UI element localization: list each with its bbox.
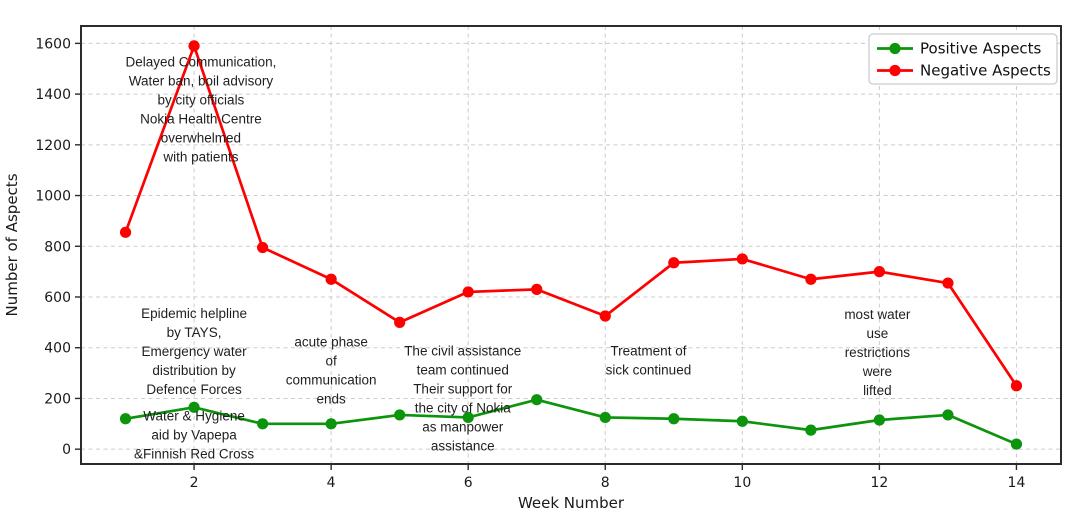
negative-line <box>124 44 1018 387</box>
grid-lines <box>81 26 1061 464</box>
annotation-line: use <box>866 326 888 341</box>
annotation-4: The civil assistance team continued Their … <box>404 343 521 453</box>
positive-marker <box>531 394 543 406</box>
negative-marker <box>394 316 406 328</box>
annotation-line: Emergency water <box>142 344 248 359</box>
positive-marker <box>736 415 748 427</box>
annotation-6: most water use restrictions were lifted <box>844 307 911 398</box>
positive-marker <box>188 401 200 413</box>
negative-marker <box>599 310 611 322</box>
annotation-line: Delayed Communication, <box>126 54 277 69</box>
positive-marker <box>119 413 132 425</box>
annotation-line: with patients <box>162 149 238 164</box>
y-tick-label: 600 <box>44 290 71 306</box>
y-tick-label: 800 <box>44 239 71 255</box>
y-tick-label: 1600 <box>35 36 71 52</box>
positive-marker <box>1010 438 1023 450</box>
negative-marker <box>805 273 817 285</box>
positive-marker <box>873 414 885 426</box>
annotation-line: communication <box>286 373 377 388</box>
annotation-0: Delayed Communication, Water ban, boil ad… <box>126 54 277 164</box>
annotation-line: Treatment of <box>610 343 686 358</box>
y-tick-label: 1400 <box>35 87 71 103</box>
annotation-line: the city of Nokia <box>415 400 512 415</box>
legend-positive-marker <box>889 42 901 55</box>
legend-negative-label: Negative Aspects <box>920 62 1051 80</box>
annotation-line: &Finnish Red Cross <box>134 447 254 462</box>
annotation-line: lifted <box>863 383 892 398</box>
annotation-line: aid by Vapepa <box>151 428 237 443</box>
y-tick-label: 1000 <box>35 189 71 205</box>
axis-ticks: 2 4 6 8 10 12 14 0 200 400 600 800 1000 1200 1400 1600 <box>35 36 1025 491</box>
negative-marker <box>1010 380 1023 392</box>
positive-marker <box>805 424 817 436</box>
series-positive <box>119 394 1023 450</box>
x-tick-label: 12 <box>870 475 888 491</box>
negative-marker <box>531 283 543 295</box>
annotation-line: distribution by <box>152 363 236 378</box>
x-tick-label: 8 <box>601 475 610 491</box>
annotation-1: Epidemic helpline by TAYS, Emergency water… <box>141 306 247 397</box>
positive-marker <box>394 409 406 421</box>
annotation-line: by TAYS, <box>167 325 222 340</box>
positive-marker <box>325 418 337 430</box>
annotation-line: of <box>326 354 338 369</box>
annotation-line: team continued <box>417 362 509 377</box>
legend-box <box>868 33 1058 85</box>
positive-marker <box>462 411 474 424</box>
annotation-2: Water & Hygiene aid by Vapepa &Finnish Red… <box>134 409 254 462</box>
negative-marker <box>325 273 337 285</box>
positive-line <box>125 398 1017 446</box>
annotation-line: most water <box>844 307 911 322</box>
positive-marker <box>257 418 269 430</box>
annotation-line: Nokia Health Centre <box>140 111 262 126</box>
x-tick-label: 6 <box>464 475 473 491</box>
x-tick-label: 4 <box>327 475 336 491</box>
x-tick-label: 10 <box>733 475 751 491</box>
negative-marker <box>119 226 132 238</box>
annotation-line: acute phase <box>294 335 368 350</box>
annotation-line: by city officials <box>158 92 245 107</box>
annotation-line: Defence Forces <box>146 382 242 397</box>
annotation-line: ends <box>316 392 346 407</box>
negative-marker <box>873 266 885 278</box>
annotation-line: overwhelmed <box>161 130 241 145</box>
annotation-line: Their support for <box>413 381 513 396</box>
negative-marker <box>462 286 474 298</box>
y-tick-label: 200 <box>44 391 71 407</box>
plot-border <box>80 25 1062 465</box>
annotation-line: Epidemic helpline <box>141 306 247 321</box>
x-tick-label: 2 <box>190 475 199 491</box>
negative-marker <box>188 40 200 52</box>
negative-marker <box>736 253 748 265</box>
positive-marker <box>668 413 680 425</box>
negative-marker <box>668 257 680 269</box>
annotation-5: Treatment of sick continued <box>606 343 692 377</box>
legend-negative-marker <box>889 64 901 77</box>
annotation-line: assistance <box>431 438 495 453</box>
annotation-line: restrictions <box>845 345 911 360</box>
y-tick-label: 0 <box>62 442 71 458</box>
annotation-line: sick continued <box>606 362 692 377</box>
annotation-line: were <box>862 364 892 379</box>
x-tick-label: 14 <box>1008 475 1026 491</box>
annotation-line: Water ban, boil advisory <box>129 73 274 88</box>
annotation-line: as manpower <box>422 419 504 434</box>
legend: Positive Aspects Negative Aspects <box>868 33 1058 85</box>
y-tick-label: 400 <box>44 341 71 357</box>
positive-marker <box>599 411 611 424</box>
annotation-3: acute phase of communication ends <box>286 335 377 407</box>
negative-marker <box>942 277 954 289</box>
y-tick-label: 1200 <box>35 138 71 154</box>
legend-positive-label: Positive Aspects <box>920 40 1042 58</box>
annotation-line: The civil assistance <box>404 343 521 358</box>
negative-marker <box>257 241 269 254</box>
y-axis-label: Number of Aspects <box>3 173 21 316</box>
annotation-line: Water & Hygiene <box>143 409 245 424</box>
series-negative <box>119 40 1023 392</box>
x-axis-label: Week Number <box>518 494 625 512</box>
positive-marker <box>942 409 954 421</box>
